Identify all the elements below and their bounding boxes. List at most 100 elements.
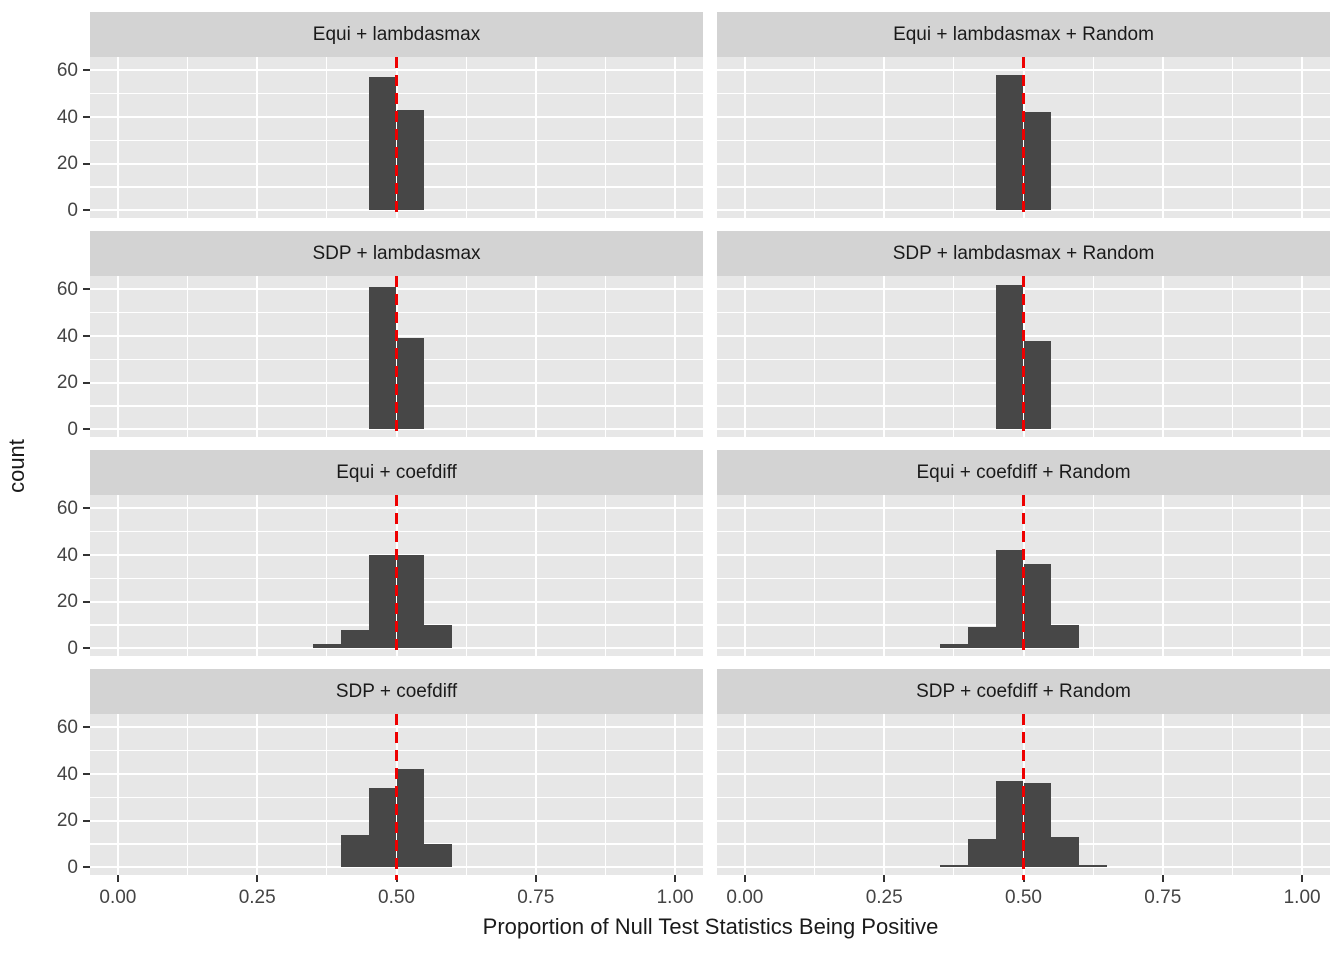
histogram-bar xyxy=(1023,112,1052,211)
histogram-bar xyxy=(1023,564,1052,649)
minor-gridline-v xyxy=(953,714,955,875)
minor-gridline-v xyxy=(326,57,328,218)
x-tick-mark xyxy=(256,875,259,882)
x-tick-mark xyxy=(1161,875,1164,882)
y-tick-mark xyxy=(83,866,90,869)
facet-strip: Equi + coefdiff + Random xyxy=(717,450,1330,495)
major-gridline-v xyxy=(743,57,746,218)
major-gridline-v xyxy=(1161,714,1164,875)
minor-gridline-v xyxy=(953,495,955,656)
minor-gridline-v xyxy=(953,57,955,218)
minor-gridline-v xyxy=(465,57,467,218)
y-tick-mark xyxy=(83,773,90,775)
histogram-bar xyxy=(967,839,996,868)
histogram-bar xyxy=(368,77,397,211)
histogram-bar xyxy=(1079,865,1108,868)
y-tick-label: 60 xyxy=(56,59,78,81)
minor-gridline-v xyxy=(186,495,189,656)
minor-gridline-v xyxy=(1092,495,1094,656)
histogram-bar xyxy=(368,287,397,430)
histogram-bar xyxy=(368,788,397,868)
facet-strip-label: SDP + lambdasmax xyxy=(312,242,481,264)
major-gridline-v xyxy=(883,276,886,437)
facet-panel xyxy=(717,57,1330,218)
facet-strip: SDP + lambdasmax + Random xyxy=(717,231,1330,276)
histogram-bar xyxy=(424,625,453,649)
y-tick-mark xyxy=(83,819,90,822)
x-tick-label: 0.50 xyxy=(1005,887,1042,908)
reference-line-0.5 xyxy=(1022,276,1025,437)
minor-gridline-v xyxy=(1092,57,1094,218)
facet-strip: SDP + lambdasmax xyxy=(90,231,703,276)
x-tick-label: 1.00 xyxy=(656,887,694,908)
x-tick-label: 1.00 xyxy=(1283,887,1321,908)
y-tick-mark xyxy=(83,428,90,431)
major-gridline-v xyxy=(534,276,537,437)
x-tick-mark xyxy=(883,875,886,882)
major-gridline-v xyxy=(743,495,746,656)
y-tick-label: 20 xyxy=(56,591,78,613)
facet-panel xyxy=(90,57,703,218)
y-tick-label: 0 xyxy=(67,856,78,878)
histogram-bar xyxy=(995,550,1024,649)
x-tick-mark xyxy=(1301,875,1304,882)
y-tick-label: 40 xyxy=(56,106,78,128)
major-gridline-v xyxy=(116,276,119,437)
minor-gridline-v xyxy=(465,276,467,437)
histogram-bar xyxy=(312,643,341,649)
minor-gridline-v xyxy=(1231,57,1234,218)
major-gridline-v xyxy=(1161,57,1164,218)
minor-gridline-v xyxy=(813,495,816,656)
facet-panel xyxy=(717,714,1330,875)
x-tick-mark xyxy=(534,875,537,882)
histogram-bar xyxy=(396,338,425,430)
y-tick-mark xyxy=(83,647,90,650)
facet-strip-label: Equi + lambdasmax xyxy=(312,23,481,45)
reference-line-extension xyxy=(395,875,398,880)
minor-gridline-v xyxy=(1231,495,1234,656)
x-tick-label: 0.25 xyxy=(865,887,903,908)
facet-strip-label: Equi + lambdasmax + Random xyxy=(893,23,1154,45)
facet-panel xyxy=(717,276,1330,437)
y-tick-label: 60 xyxy=(56,278,78,300)
facet-strip: Equi + lambdasmax + Random xyxy=(717,12,1330,57)
reference-line-0.5 xyxy=(1022,495,1025,656)
facet-panel xyxy=(90,276,703,437)
y-tick-mark xyxy=(83,335,90,337)
histogram-bar xyxy=(967,627,996,649)
major-gridline-v xyxy=(534,57,537,218)
reference-line-0.5 xyxy=(395,276,398,437)
minor-gridline-v xyxy=(953,276,955,437)
y-tick-label: 0 xyxy=(67,418,78,440)
minor-gridline-v xyxy=(1092,714,1094,875)
reference-line-0.5 xyxy=(1022,714,1025,875)
y-axis-title: count xyxy=(4,439,29,493)
histogram-bar xyxy=(340,629,369,649)
major-gridline-v xyxy=(1161,495,1164,656)
minor-gridline-v xyxy=(326,714,328,875)
minor-gridline-v xyxy=(813,57,816,218)
minor-gridline-v xyxy=(604,57,607,218)
major-gridline-v xyxy=(674,495,677,656)
y-tick-label: 60 xyxy=(56,497,78,519)
x-tick-label: 0.00 xyxy=(99,887,137,908)
y-tick-mark xyxy=(83,288,90,291)
histogram-bar xyxy=(396,110,425,211)
minor-gridline-v xyxy=(186,714,189,875)
facet-strip-label: SDP + coefdiff + Random xyxy=(916,680,1131,702)
histogram-bar xyxy=(995,781,1024,868)
y-tick-label: 40 xyxy=(56,325,78,347)
minor-gridline-v xyxy=(1231,276,1234,437)
y-tick-label: 40 xyxy=(56,544,78,566)
reference-line-extension xyxy=(1022,875,1025,880)
facet-strip: SDP + coefdiff xyxy=(90,669,703,714)
y-tick-mark xyxy=(83,600,90,603)
histogram-bar xyxy=(1051,837,1080,868)
histogram-bar xyxy=(939,865,968,868)
histogram-bar xyxy=(396,555,425,649)
x-tick-mark xyxy=(743,875,746,882)
histogram-bar xyxy=(1023,783,1052,868)
minor-gridline-v xyxy=(186,57,189,218)
major-gridline-v xyxy=(1161,276,1164,437)
